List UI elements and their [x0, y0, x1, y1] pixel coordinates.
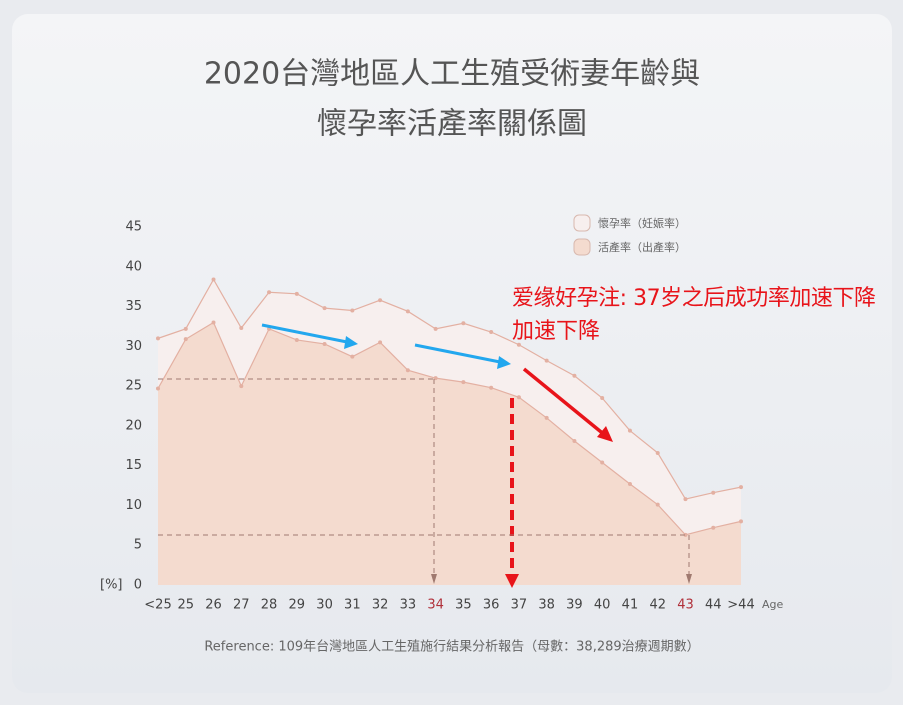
point	[156, 336, 160, 341]
point	[572, 439, 577, 444]
point	[322, 341, 327, 346]
x-tick-label: 41	[622, 598, 639, 613]
point	[600, 396, 605, 401]
x-tick-label: 27	[233, 598, 250, 613]
point	[433, 326, 438, 331]
x-tick-label: 26	[205, 598, 222, 613]
arrows	[158, 323, 692, 588]
y-tick-label: 45	[125, 220, 142, 235]
x-tick-label: 34	[427, 598, 444, 613]
y-unit: [%]	[100, 578, 123, 593]
x-tick-label: 43	[677, 598, 694, 613]
point	[156, 386, 160, 391]
line	[157, 321, 742, 536]
point	[183, 326, 188, 331]
line	[157, 278, 742, 500]
x-tick-label: 44	[705, 598, 722, 613]
point	[211, 277, 216, 282]
point	[378, 340, 383, 345]
point	[267, 290, 272, 295]
x-tick-label: >44	[727, 598, 754, 613]
point	[489, 385, 494, 390]
y-tick-label: 20	[125, 418, 142, 433]
y-tick-label: 10	[125, 498, 142, 513]
annotation: 加速下降	[512, 319, 600, 344]
x-tick-label: 42	[649, 598, 666, 613]
point	[294, 337, 299, 342]
point	[544, 415, 549, 420]
point	[739, 485, 743, 490]
point	[350, 308, 355, 313]
point	[627, 428, 632, 433]
legend-label: 活產率（出產率）	[598, 240, 686, 254]
x-tick-label: 31	[344, 598, 361, 613]
x-tick-label: <25	[144, 598, 171, 613]
point	[683, 532, 688, 537]
x-tick-label: 25	[177, 598, 194, 613]
point	[655, 450, 660, 455]
point	[489, 330, 494, 335]
y-tick-label: 35	[125, 299, 142, 314]
point	[516, 395, 521, 400]
reference: Reference: 109年台灣地區人工生殖施行結果分析報告（母數：38,28…	[204, 639, 699, 655]
point	[683, 497, 688, 502]
point	[544, 358, 549, 363]
point	[239, 384, 244, 389]
point	[405, 368, 410, 373]
chart-title: 2020台灣地區人工生殖受術妻年齡與	[204, 57, 700, 92]
point	[461, 380, 466, 385]
x-tick-label: 30	[316, 598, 333, 613]
chart-title: 懷孕率活產率關係圖	[317, 107, 587, 142]
annotation: 爱缘好孕注: 37岁之后成功率加速下降	[512, 286, 876, 311]
legend-label: 懷孕率（妊娠率）	[598, 216, 686, 230]
point	[294, 291, 299, 296]
point	[378, 298, 383, 303]
point	[711, 490, 716, 495]
y-tick-label: 0	[134, 578, 142, 593]
x-tick-label: 39	[566, 598, 583, 613]
legend-swatch	[573, 238, 591, 256]
point	[433, 376, 438, 381]
x-tick-label: 28	[261, 598, 278, 613]
legend-swatch	[573, 214, 591, 232]
x-tick-label: 40	[594, 598, 611, 613]
x-tick-label: 29	[289, 598, 306, 613]
point	[572, 373, 577, 378]
point	[183, 337, 188, 342]
point	[239, 326, 244, 331]
point	[322, 306, 327, 311]
y-tick-label: 25	[125, 379, 142, 394]
x-tick-label: 33	[400, 598, 417, 613]
y-tick-label: 5	[134, 538, 142, 553]
point	[461, 321, 466, 326]
x-tick-label: 32	[372, 598, 389, 613]
y-tick-label: 15	[125, 458, 142, 473]
area	[158, 322, 741, 585]
point	[211, 320, 216, 325]
point	[739, 519, 743, 524]
y-tick-label: 40	[125, 259, 142, 274]
x-tick-label: 37	[511, 598, 528, 613]
point	[350, 354, 355, 359]
point	[600, 460, 605, 465]
x-axis-label: Age	[762, 598, 784, 611]
x-tick-label: 36	[483, 598, 500, 613]
y-tick-label: 30	[125, 339, 142, 354]
point	[655, 502, 660, 507]
point	[627, 481, 632, 486]
x-tick-label: 38	[538, 598, 555, 613]
x-tick-label: 35	[455, 598, 472, 613]
point	[711, 525, 716, 530]
point	[516, 342, 521, 347]
point	[405, 309, 410, 314]
